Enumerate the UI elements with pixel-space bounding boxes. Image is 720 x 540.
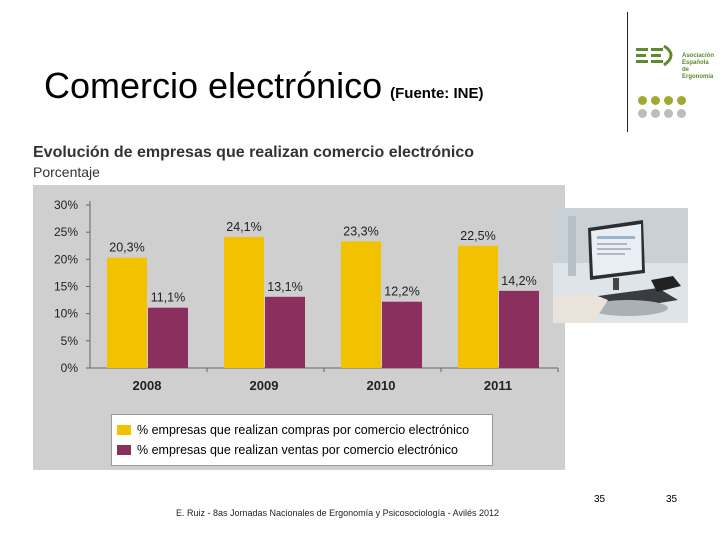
logo-text-line: Ergonomía — [682, 74, 714, 80]
bar — [107, 257, 147, 368]
bar — [265, 296, 305, 368]
bar-value-label: 20,3% — [109, 241, 144, 255]
bar-value-label: 24,1% — [226, 220, 261, 234]
x-tick-label: 2009 — [250, 378, 279, 393]
logo-dot — [677, 109, 686, 118]
legend-swatch — [117, 445, 131, 455]
legend-swatch — [117, 425, 131, 435]
x-tick-label: 2008 — [133, 378, 162, 393]
logo-dot — [651, 109, 660, 118]
y-tick-label: 15% — [54, 280, 78, 294]
bar — [224, 237, 264, 368]
y-tick-label: 0% — [61, 361, 79, 375]
y-tick-label: 10% — [54, 307, 78, 321]
bar-value-label: 23,3% — [343, 224, 378, 238]
bar — [499, 290, 539, 368]
y-tick-label: 25% — [54, 225, 78, 239]
logo-dot — [677, 96, 686, 105]
y-tick-label: 30% — [54, 198, 78, 212]
aee-logo-mark-icon — [636, 44, 673, 67]
bar — [458, 245, 498, 368]
chart-subtitle: Porcentaje — [33, 164, 100, 180]
bar-value-label: 12,2% — [384, 285, 419, 299]
bar — [382, 301, 422, 368]
page-number: 35 — [666, 494, 678, 505]
bar-chart: 0% 5% 10% 15% 20% 25% 30% 20,3% 11,1% 2008 24,1% 13… — [54, 198, 559, 393]
logo-dot — [638, 109, 647, 118]
y-tick-label: 5% — [61, 334, 79, 348]
aee-logo: Asociación Española de Ergonomía — [634, 40, 716, 132]
slide-title: Comercio electrónico (Fuente: INE) — [44, 66, 483, 114]
y-tick-label: 20% — [54, 252, 78, 266]
slide-source: (Fuente: INE) — [390, 85, 484, 102]
page-number: 35 — [594, 494, 606, 505]
bar — [341, 241, 381, 368]
legend-item-compras: % empresas que realizan compras por come… — [117, 421, 469, 439]
logo-text-line: Española de — [682, 60, 709, 73]
logo-dot — [638, 96, 647, 105]
legend-label: % empresas que realizan ventas por comer… — [137, 443, 458, 457]
x-tick-label: 2011 — [484, 378, 512, 393]
chart-title: Evolución de empresas que realizan comer… — [33, 144, 475, 161]
logo-dot — [651, 96, 660, 105]
slide-footer: E. Ruiz - 8as Jornadas Nacionales de Erg… — [176, 508, 500, 518]
header-divider — [627, 12, 628, 132]
x-tick-label: 2010 — [367, 378, 396, 393]
bar-value-label: 13,1% — [267, 280, 302, 294]
bar-value-label: 14,2% — [501, 274, 536, 288]
legend-label: % empresas que realizan compras por come… — [137, 423, 470, 437]
logo-text: Asociación Española de Ergonomía — [682, 53, 716, 81]
bar-value-label: 22,5% — [460, 229, 495, 243]
legend-item-ventas: % empresas que realizan ventas por comer… — [117, 441, 458, 459]
logo-dot — [664, 109, 673, 118]
logo-text-line: Asociación — [682, 53, 715, 59]
logo-dot — [664, 96, 673, 105]
chart-legend: % empresas que realizan compras por come… — [111, 414, 493, 466]
bar-value-label: 11,1% — [151, 291, 186, 305]
slide-title-text: Comercio electrónico — [44, 65, 383, 106]
office-computer-photo — [553, 208, 688, 323]
bar — [148, 307, 188, 368]
